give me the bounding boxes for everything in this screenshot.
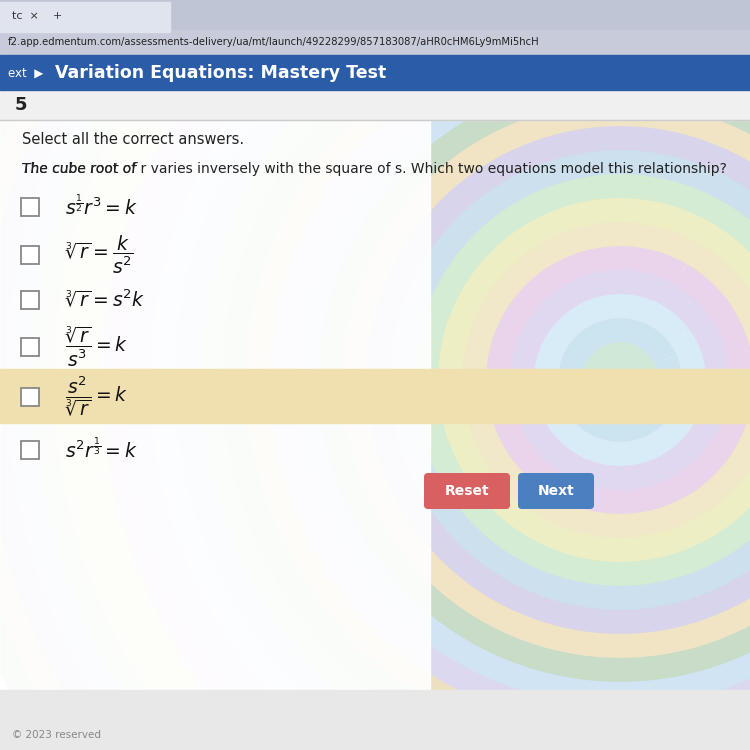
- FancyBboxPatch shape: [424, 473, 510, 509]
- Text: Reset: Reset: [445, 484, 489, 498]
- Text: $\sqrt[3]{r} = s^{2}k$: $\sqrt[3]{r} = s^{2}k$: [65, 289, 146, 311]
- FancyBboxPatch shape: [21, 291, 39, 309]
- Bar: [0, 90, 750, 120]
- Text: $s^{2}r^{\frac{1}{3}} = k$: $s^{2}r^{\frac{1}{3}} = k$: [65, 438, 138, 462]
- Text: 5: 5: [15, 96, 28, 114]
- Bar: [0, 690, 750, 750]
- Bar: [0, 30, 750, 55]
- FancyBboxPatch shape: [21, 388, 39, 406]
- Text: The cube root of: The cube root of: [22, 162, 140, 176]
- Text: $\sqrt[3]{r} = \dfrac{k}{s^{2}}$: $\sqrt[3]{r} = \dfrac{k}{s^{2}}$: [65, 234, 134, 276]
- Text: © 2023 reserved: © 2023 reserved: [12, 730, 101, 740]
- Text: $s^{\frac{1}{2}}r^{3} = k$: $s^{\frac{1}{2}}r^{3} = k$: [65, 195, 138, 219]
- FancyBboxPatch shape: [21, 246, 39, 264]
- FancyBboxPatch shape: [21, 338, 39, 356]
- Text: $\dfrac{s^{2}}{\sqrt[3]{r}} = k$: $\dfrac{s^{2}}{\sqrt[3]{r}} = k$: [65, 375, 128, 419]
- Bar: [0, 120, 430, 690]
- Text: $\dfrac{\sqrt[3]{r}}{s^{3}} = k$: $\dfrac{\sqrt[3]{r}}{s^{3}} = k$: [65, 325, 128, 369]
- FancyBboxPatch shape: [21, 441, 39, 459]
- Text: ext  ▶: ext ▶: [8, 67, 44, 80]
- Text: tc  ×    +: tc × +: [12, 11, 62, 21]
- Bar: [0, 120, 750, 690]
- Text: Select all the correct answers.: Select all the correct answers.: [22, 133, 244, 148]
- FancyBboxPatch shape: [518, 473, 594, 509]
- Bar: [0, 55, 750, 90]
- Bar: [0, 0, 750, 30]
- Text: The cube root of r varies inversely with the square of s. Which two equations mo: The cube root of r varies inversely with…: [22, 162, 727, 176]
- Bar: [0, 2, 170, 32]
- Text: Next: Next: [538, 484, 574, 498]
- Bar: [0, 369, 750, 423]
- Text: Variation Equations: Mastery Test: Variation Equations: Mastery Test: [55, 64, 386, 82]
- Text: f2.app.edmentum.com/assessments-delivery/ua/mt/launch/49228299/857183087/aHR0cHM: f2.app.edmentum.com/assessments-delivery…: [8, 37, 540, 47]
- FancyBboxPatch shape: [21, 198, 39, 216]
